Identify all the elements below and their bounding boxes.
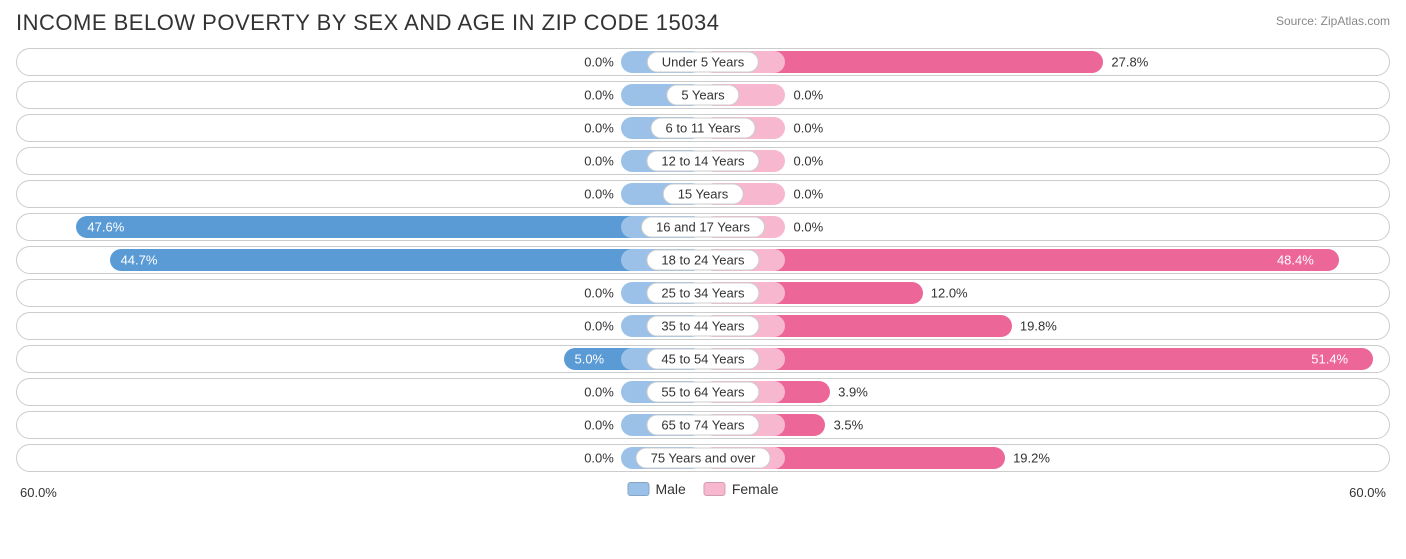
- category-label: 25 to 34 Years: [646, 283, 759, 304]
- legend-male-label: Male: [655, 481, 685, 497]
- female-value-label: 12.0%: [931, 286, 968, 301]
- category-label: 75 Years and over: [636, 448, 771, 469]
- male-value-label: 0.0%: [584, 319, 614, 334]
- female-value-label: 51.4%: [1311, 352, 1348, 367]
- male-value-label: 0.0%: [584, 385, 614, 400]
- chart-row: 0.0% 0.0% 12 to 14 Years: [16, 147, 1390, 175]
- female-value-label: 19.2%: [1013, 451, 1050, 466]
- chart-row: 0.0% 12.0% 25 to 34 Years: [16, 279, 1390, 307]
- male-value-label: 0.0%: [584, 451, 614, 466]
- chart-row: 0.0% 3.5% 65 to 74 Years: [16, 411, 1390, 439]
- category-label: 6 to 11 Years: [651, 118, 756, 139]
- male-value-label: 47.6%: [87, 220, 124, 235]
- chart-source: Source: ZipAtlas.com: [1276, 14, 1390, 28]
- chart-row: 5.0% 51.4% 45 to 54 Years: [16, 345, 1390, 373]
- female-value-label: 0.0%: [794, 154, 824, 169]
- male-value-label: 0.0%: [584, 121, 614, 136]
- legend: Male Female: [627, 481, 778, 497]
- male-value-bar: [110, 249, 703, 271]
- chart-row: 44.7% 48.4% 18 to 24 Years: [16, 246, 1390, 274]
- male-value-label: 0.0%: [584, 418, 614, 433]
- legend-item-female: Female: [704, 481, 779, 497]
- female-value-label: 19.8%: [1020, 319, 1057, 334]
- male-value-bar: [76, 216, 703, 238]
- category-label: Under 5 Years: [647, 52, 759, 73]
- chart-row: 0.0% 3.9% 55 to 64 Years: [16, 378, 1390, 406]
- female-swatch-icon: [704, 482, 726, 496]
- chart-row: 0.0% 19.2% 75 Years and over: [16, 444, 1390, 472]
- female-value-label: 3.9%: [838, 385, 868, 400]
- category-label: 18 to 24 Years: [646, 250, 759, 271]
- chart-footer: 60.0% Male Female 60.0%: [16, 477, 1390, 507]
- female-value-bar: [703, 249, 1339, 271]
- male-value-label: 0.0%: [584, 187, 614, 202]
- chart-row: 0.0% 27.8% Under 5 Years: [16, 48, 1390, 76]
- female-value-label: 0.0%: [794, 121, 824, 136]
- legend-item-male: Male: [627, 481, 685, 497]
- chart-row: 47.6% 0.0% 16 and 17 Years: [16, 213, 1390, 241]
- male-value-label: 0.0%: [584, 55, 614, 70]
- male-value-label: 0.0%: [584, 154, 614, 169]
- category-label: 35 to 44 Years: [646, 316, 759, 337]
- chart-row: 0.0% 19.8% 35 to 44 Years: [16, 312, 1390, 340]
- category-label: 16 and 17 Years: [641, 217, 765, 238]
- axis-right-label: 60.0%: [1349, 485, 1386, 500]
- female-value-label: 48.4%: [1277, 253, 1314, 268]
- female-value-label: 0.0%: [794, 220, 824, 235]
- chart-title: INCOME BELOW POVERTY BY SEX AND AGE IN Z…: [16, 10, 719, 36]
- chart-row: 0.0% 0.0% 15 Years: [16, 180, 1390, 208]
- chart-area: 0.0%27.8%Under 5 Years0.0%0.0%5 Years0.0…: [16, 48, 1390, 472]
- chart-row: 0.0% 0.0% 6 to 11 Years: [16, 114, 1390, 142]
- axis-left-label: 60.0%: [20, 485, 57, 500]
- female-value-label: 3.5%: [834, 418, 864, 433]
- chart-row: 0.0% 0.0% 5 Years: [16, 81, 1390, 109]
- category-label: 65 to 74 Years: [646, 415, 759, 436]
- female-value-label: 27.8%: [1111, 55, 1148, 70]
- category-label: 5 Years: [666, 85, 739, 106]
- female-value-bar: [703, 348, 1373, 370]
- male-value-label: 44.7%: [121, 253, 158, 268]
- female-value-label: 0.0%: [794, 88, 824, 103]
- category-label: 45 to 54 Years: [646, 349, 759, 370]
- legend-female-label: Female: [732, 481, 779, 497]
- category-label: 15 Years: [663, 184, 744, 205]
- category-label: 12 to 14 Years: [646, 151, 759, 172]
- category-label: 55 to 64 Years: [646, 382, 759, 403]
- female-value-label: 0.0%: [794, 187, 824, 202]
- male-value-label: 5.0%: [574, 352, 604, 367]
- male-value-label: 0.0%: [584, 88, 614, 103]
- male-value-label: 0.0%: [584, 286, 614, 301]
- male-swatch-icon: [627, 482, 649, 496]
